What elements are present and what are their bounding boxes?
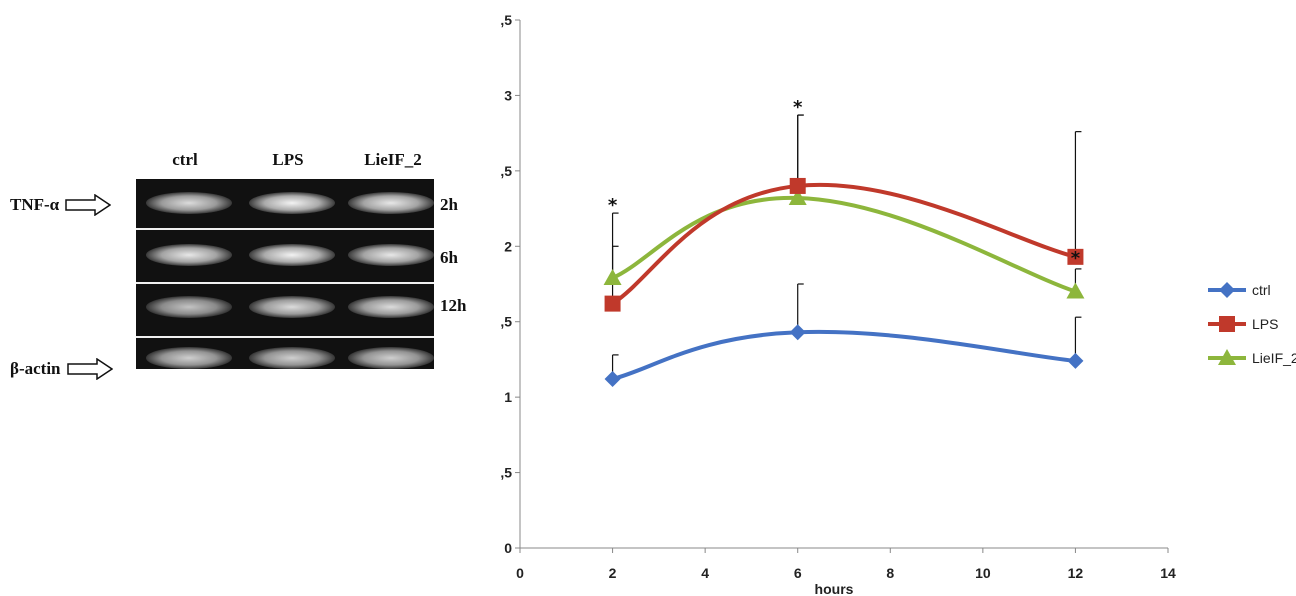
gel-band <box>348 192 434 214</box>
y-tick-label: 0,5 <box>500 465 512 481</box>
x-tick-label: 6 <box>794 565 802 581</box>
series-line-ctrl <box>612 329 1076 381</box>
legend-label-LieIF_2: LieIF_2 <box>1252 350 1296 366</box>
significance-star: * <box>793 97 803 118</box>
x-tick-label: 8 <box>886 565 894 581</box>
x-tick-label: 2 <box>609 565 617 581</box>
gel-band <box>348 244 434 266</box>
gene-name-tnf: TNF-α <box>10 195 60 214</box>
data-point-LPS <box>1067 248 1084 265</box>
gel-band <box>249 192 335 214</box>
x-tick-label: 14 <box>1160 565 1176 581</box>
gel-band <box>146 347 232 369</box>
x-tick-label: 0 <box>516 565 524 581</box>
gel-tnf-block <box>136 179 434 369</box>
gel-band <box>249 347 335 369</box>
gel-divider <box>136 282 434 284</box>
gene-name-actin: β-actin <box>10 359 61 378</box>
lane-label-ctrl: ctrl <box>172 150 198 169</box>
significance-star: * <box>1071 248 1081 269</box>
y-tick-label: 3 <box>504 87 512 103</box>
data-point-LPS <box>604 295 621 312</box>
x-tick-label: 12 <box>1068 565 1084 581</box>
y-tick-label: 3,5 <box>500 12 512 28</box>
gel-band <box>348 296 434 318</box>
gel-band <box>146 244 232 266</box>
series-line-LieIF_2 <box>611 196 1077 294</box>
time-label-12h: 12h <box>440 296 467 315</box>
y-tick-label: 1,5 <box>500 314 512 330</box>
data-point-LieIF_2 <box>788 189 807 206</box>
arrow-right-icon <box>66 358 113 380</box>
significance-star: * <box>608 195 618 216</box>
gel-band <box>249 296 335 318</box>
gel-band <box>146 296 232 318</box>
gel-band <box>146 192 232 214</box>
line-chart: 00,511,522,533,502468101214hoursAUs***ct… <box>500 12 1296 596</box>
gel-divider <box>136 336 434 338</box>
legend-label-LPS: LPS <box>1252 316 1278 332</box>
data-point-ctrl <box>1067 352 1084 369</box>
data-point-LieIF_2 <box>603 268 622 285</box>
arrow-right-icon <box>65 194 112 216</box>
y-tick-label: 2 <box>504 238 512 254</box>
legend-marker-LieIF_2 <box>1218 349 1236 365</box>
legend-label-ctrl: ctrl <box>1252 282 1271 298</box>
x-axis-title: hours <box>815 581 854 596</box>
y-tick-label: 0 <box>504 540 512 556</box>
legend-marker-ctrl <box>1219 282 1235 298</box>
gel-band <box>249 244 335 266</box>
data-point-ctrl <box>789 324 806 341</box>
y-tick-label: 2,5 <box>500 163 512 179</box>
lane-label-lps: LPS <box>272 150 304 169</box>
gene-label-actin: β-actin <box>10 358 113 380</box>
lane-label-lieif2: LieIF_2 <box>364 150 422 169</box>
time-label-2h: 2h <box>440 195 458 214</box>
gene-label-tnf: TNF-α <box>10 194 112 216</box>
gel-divider <box>136 228 434 230</box>
x-tick-label: 4 <box>701 565 709 581</box>
gel-panel: ctrl LPS LieIF_2 2h 6h 12h TNF-α β-actin <box>0 140 500 410</box>
time-label-6h: 6h <box>440 248 458 267</box>
x-tick-label: 10 <box>975 565 991 581</box>
gel-band <box>348 347 434 369</box>
data-point-ctrl <box>604 371 621 388</box>
data-point-LPS <box>789 177 806 194</box>
legend-marker-LPS <box>1219 316 1235 332</box>
y-tick-label: 1 <box>504 389 512 405</box>
data-point-LieIF_2 <box>1066 282 1085 299</box>
